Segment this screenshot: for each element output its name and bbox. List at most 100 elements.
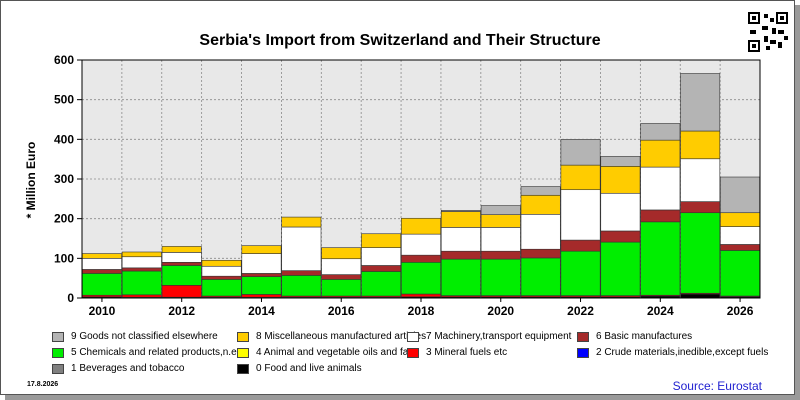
footer-date: 17.8.2026 <box>27 381 59 388</box>
bar-segment <box>480 258 521 296</box>
y-tick-label: 300 <box>54 172 74 186</box>
bar-segment <box>520 248 561 259</box>
bar-segment <box>560 139 601 166</box>
legend-swatch <box>52 364 64 374</box>
bar-segment <box>121 251 162 258</box>
bar-segment <box>520 186 561 196</box>
bar-segment <box>440 250 481 260</box>
bar-segment <box>361 265 402 272</box>
bar-segment <box>440 211 481 228</box>
bar-segment <box>640 221 681 296</box>
bar-segment <box>480 214 521 228</box>
legend-swatch <box>237 348 249 358</box>
y-tick-label: 0 <box>67 291 74 305</box>
bar-segment <box>401 233 441 256</box>
bar-segment <box>480 205 521 215</box>
bar-segment <box>680 201 721 214</box>
bar-segment <box>241 294 282 298</box>
bar-segment <box>680 73 721 132</box>
bar-segment <box>520 194 561 215</box>
bar-segment <box>241 245 282 254</box>
legend-label: 8 Miscellaneous manufactured articles <box>256 331 427 342</box>
bar-segment <box>720 176 761 214</box>
bar-segment <box>161 261 202 266</box>
bar-segment <box>161 252 202 263</box>
bar-segment <box>241 276 282 295</box>
bar-segment <box>401 261 441 295</box>
legend-label: 9 Goods not classified elsewhere <box>71 331 218 342</box>
y-tick-label: 100 <box>54 251 74 265</box>
bar-segment <box>440 227 481 252</box>
bar-segment <box>281 270 322 276</box>
bar-segment <box>640 123 681 141</box>
bar-segment <box>321 279 362 297</box>
bar-segment <box>720 212 761 227</box>
bar-segment <box>640 139 681 168</box>
legend-label: 4 Animal and vegetable oils and fats <box>256 347 417 358</box>
bar-segment <box>201 260 242 267</box>
bar-segment <box>720 244 761 251</box>
legend-swatch <box>407 332 419 342</box>
bar-segment <box>480 227 521 252</box>
x-tick-label: 2026 <box>727 304 754 318</box>
bar-segment <box>600 156 641 167</box>
legend-label: 7 Machinery,transport equipment <box>426 331 572 342</box>
bar-segment <box>640 209 681 223</box>
bar-segment <box>440 258 481 296</box>
bar-segment <box>121 256 162 269</box>
bar-segment <box>121 267 162 272</box>
bar-segment <box>560 164 601 191</box>
legend-swatch <box>577 348 589 358</box>
bar-segment <box>161 246 202 253</box>
chart-title: Serbia's Import from Switzerland and The… <box>199 32 601 49</box>
bar-segment <box>440 210 481 212</box>
x-tick-label: 2014 <box>248 304 275 318</box>
bar-segment <box>640 166 681 211</box>
bar-segment <box>81 273 122 296</box>
bar-segment <box>680 130 721 160</box>
bar-segment <box>680 158 721 202</box>
bar-segment <box>600 192 641 232</box>
bar-segment <box>520 214 561 250</box>
x-tick-label: 2022 <box>567 304 594 318</box>
y-tick-label: 400 <box>54 132 74 146</box>
bar-segment <box>520 257 561 296</box>
bar-segment <box>680 293 721 299</box>
bar-segment <box>201 265 242 277</box>
legend-swatch <box>52 332 64 342</box>
bar-segment <box>241 273 282 277</box>
legend-label: 0 Food and live animals <box>256 363 362 374</box>
x-tick-label: 2012 <box>168 304 195 318</box>
bar-segment <box>480 250 521 260</box>
x-tick-label: 2010 <box>89 304 116 318</box>
bar-segment <box>361 233 402 248</box>
legend-swatch <box>237 332 249 342</box>
bar-segment <box>201 279 242 297</box>
bar-segment <box>81 269 122 274</box>
x-tick-label: 2024 <box>647 304 674 318</box>
bar-segment <box>161 285 202 298</box>
bar-segment <box>560 250 601 296</box>
y-tick-label: 600 <box>54 53 74 67</box>
bar-segment <box>401 217 441 235</box>
bar-segment <box>281 226 322 271</box>
chart-plot: 0 100 200 300 400 500 600 2010 2012 2014 2016 2018 2… <box>54 53 761 318</box>
bar-segment <box>81 253 122 259</box>
bar-segment <box>321 274 362 280</box>
bar-segment <box>720 250 761 297</box>
legend-swatch <box>237 364 249 374</box>
qr-code-icon <box>748 12 788 52</box>
bar-segment <box>281 216 322 228</box>
bar-segment <box>560 239 601 252</box>
x-tick-label: 2020 <box>487 304 514 318</box>
bar-segment <box>600 166 641 194</box>
bar-segment <box>321 247 362 260</box>
bar-segment <box>361 271 402 297</box>
bar-segment <box>121 270 162 296</box>
bar-segment <box>600 241 641 296</box>
legend-label: 1 Beverages and tobacco <box>71 363 185 374</box>
bar-segment <box>600 230 641 243</box>
bar-segment <box>241 253 282 274</box>
bar-segment <box>401 254 441 263</box>
x-tick-label: 2018 <box>408 304 435 318</box>
